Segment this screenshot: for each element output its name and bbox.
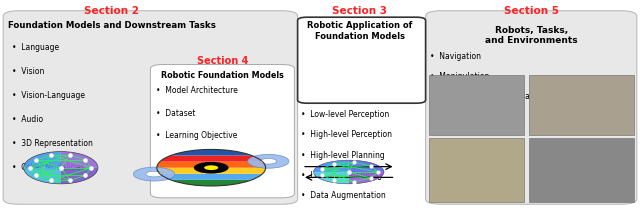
Polygon shape	[24, 168, 61, 184]
Polygon shape	[314, 160, 349, 172]
Circle shape	[260, 158, 276, 164]
FancyBboxPatch shape	[150, 64, 294, 198]
Point	[80, 174, 90, 177]
Text: •  Learning Objective: • Learning Objective	[156, 131, 237, 140]
Text: •  Dataset: • Dataset	[156, 109, 195, 118]
Bar	[529, 75, 634, 135]
Text: •  High-level Planning: • High-level Planning	[301, 150, 385, 160]
Point	[349, 161, 359, 164]
Point	[329, 162, 339, 165]
Text: •  Vision-Language: • Vision-Language	[12, 91, 84, 100]
Point	[80, 158, 90, 162]
Polygon shape	[171, 180, 252, 186]
Point	[349, 180, 359, 183]
Point	[372, 170, 383, 174]
Text: Robotic Foundation Models: Robotic Foundation Models	[161, 71, 284, 80]
Point	[25, 166, 35, 169]
Polygon shape	[61, 152, 98, 168]
Point	[31, 158, 42, 162]
Point	[46, 178, 56, 182]
Text: •  Navigation: • Navigation	[430, 52, 481, 61]
Polygon shape	[24, 152, 61, 168]
FancyBboxPatch shape	[298, 17, 426, 103]
Point	[317, 167, 327, 170]
Point	[317, 174, 327, 177]
Text: Section 5: Section 5	[504, 6, 559, 17]
Point	[31, 174, 42, 177]
Bar	[429, 138, 524, 202]
Polygon shape	[349, 160, 384, 172]
Text: Section 4: Section 4	[197, 56, 248, 66]
Bar	[529, 138, 634, 202]
Point	[56, 166, 66, 169]
Text: Section 3: Section 3	[332, 6, 387, 17]
Text: Robots, Tasks,
and Environments: Robots, Tasks, and Environments	[485, 26, 577, 45]
Text: •  Locomotion: • Locomotion	[430, 113, 484, 122]
Text: •  Data Augmentation: • Data Augmentation	[301, 191, 385, 200]
Text: •  Navigation w/ Manipulation: • Navigation w/ Manipulation	[430, 92, 545, 101]
Text: •  Vision: • Vision	[12, 67, 44, 76]
Polygon shape	[171, 149, 252, 155]
Polygon shape	[160, 155, 262, 162]
Point	[344, 170, 354, 174]
Point	[366, 177, 376, 180]
FancyBboxPatch shape	[3, 11, 298, 204]
Circle shape	[248, 154, 289, 168]
Circle shape	[204, 165, 218, 170]
Polygon shape	[314, 172, 349, 184]
Text: •  Other Modalities: • Other Modalities	[12, 163, 84, 172]
Point	[329, 179, 339, 182]
Polygon shape	[157, 162, 266, 168]
Text: •  Low-level Planning: • Low-level Planning	[301, 171, 382, 180]
Point	[366, 164, 376, 167]
Text: Robotic Application of
Foundation Models: Robotic Application of Foundation Models	[307, 22, 412, 41]
Text: •  Audio: • Audio	[12, 115, 43, 124]
Point	[86, 166, 97, 169]
Text: •  Manipulation: • Manipulation	[430, 72, 490, 81]
Point	[65, 154, 76, 157]
Polygon shape	[160, 174, 262, 180]
Polygon shape	[157, 168, 266, 174]
Bar	[429, 75, 524, 135]
Text: Section 2: Section 2	[84, 6, 140, 17]
Polygon shape	[349, 172, 384, 184]
FancyBboxPatch shape	[426, 11, 637, 204]
Circle shape	[146, 171, 163, 177]
Text: •  High-level Perception: • High-level Perception	[301, 130, 392, 139]
Point	[65, 178, 76, 182]
Text: •  Low-level Perception: • Low-level Perception	[301, 110, 389, 119]
Text: Foundation Models and Downstream Tasks: Foundation Models and Downstream Tasks	[8, 22, 216, 31]
Circle shape	[194, 162, 228, 174]
Text: •  Language: • Language	[12, 43, 59, 52]
Text: •  Model Architecture: • Model Architecture	[156, 86, 237, 95]
Point	[46, 154, 56, 157]
Text: •  3D Representation: • 3D Representation	[12, 139, 92, 148]
Circle shape	[133, 167, 175, 181]
Polygon shape	[61, 168, 98, 184]
